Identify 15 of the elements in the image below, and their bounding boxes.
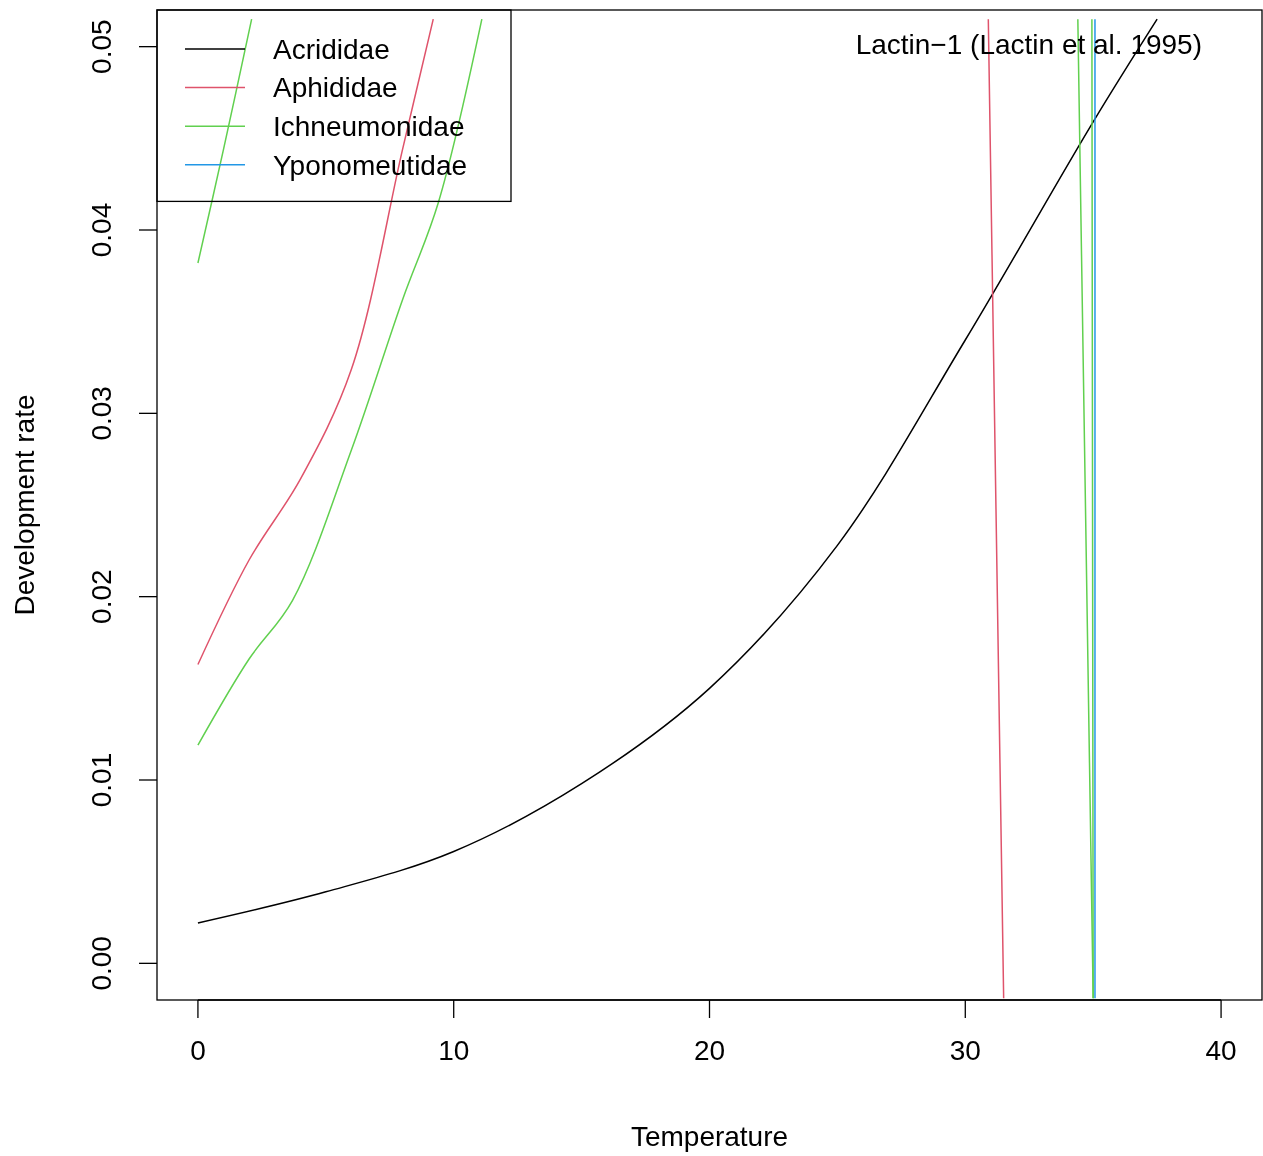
y-tick-label: 0.04 bbox=[86, 202, 117, 258]
x-tick-label: 30 bbox=[949, 1035, 981, 1066]
legend-label: Aphididae bbox=[273, 72, 398, 104]
y-tick-label: 0.02 bbox=[86, 569, 117, 624]
x-tick-label: 10 bbox=[438, 1035, 470, 1066]
legend-label: Acrididae bbox=[273, 33, 390, 65]
y-tick-label: 0.05 bbox=[86, 19, 117, 74]
y-tick-label: 0.00 bbox=[86, 936, 117, 991]
x-tick-label: 0 bbox=[190, 1035, 206, 1066]
y-tick-label: 0.01 bbox=[86, 752, 117, 808]
y-axis-title: Development rate bbox=[9, 394, 40, 616]
x-axis-title: Temperature bbox=[630, 1121, 789, 1152]
x-tick-label: 40 bbox=[1205, 1035, 1237, 1066]
x-tick-label: 20 bbox=[693, 1035, 726, 1066]
y-tick-label: 0.03 bbox=[86, 386, 117, 441]
